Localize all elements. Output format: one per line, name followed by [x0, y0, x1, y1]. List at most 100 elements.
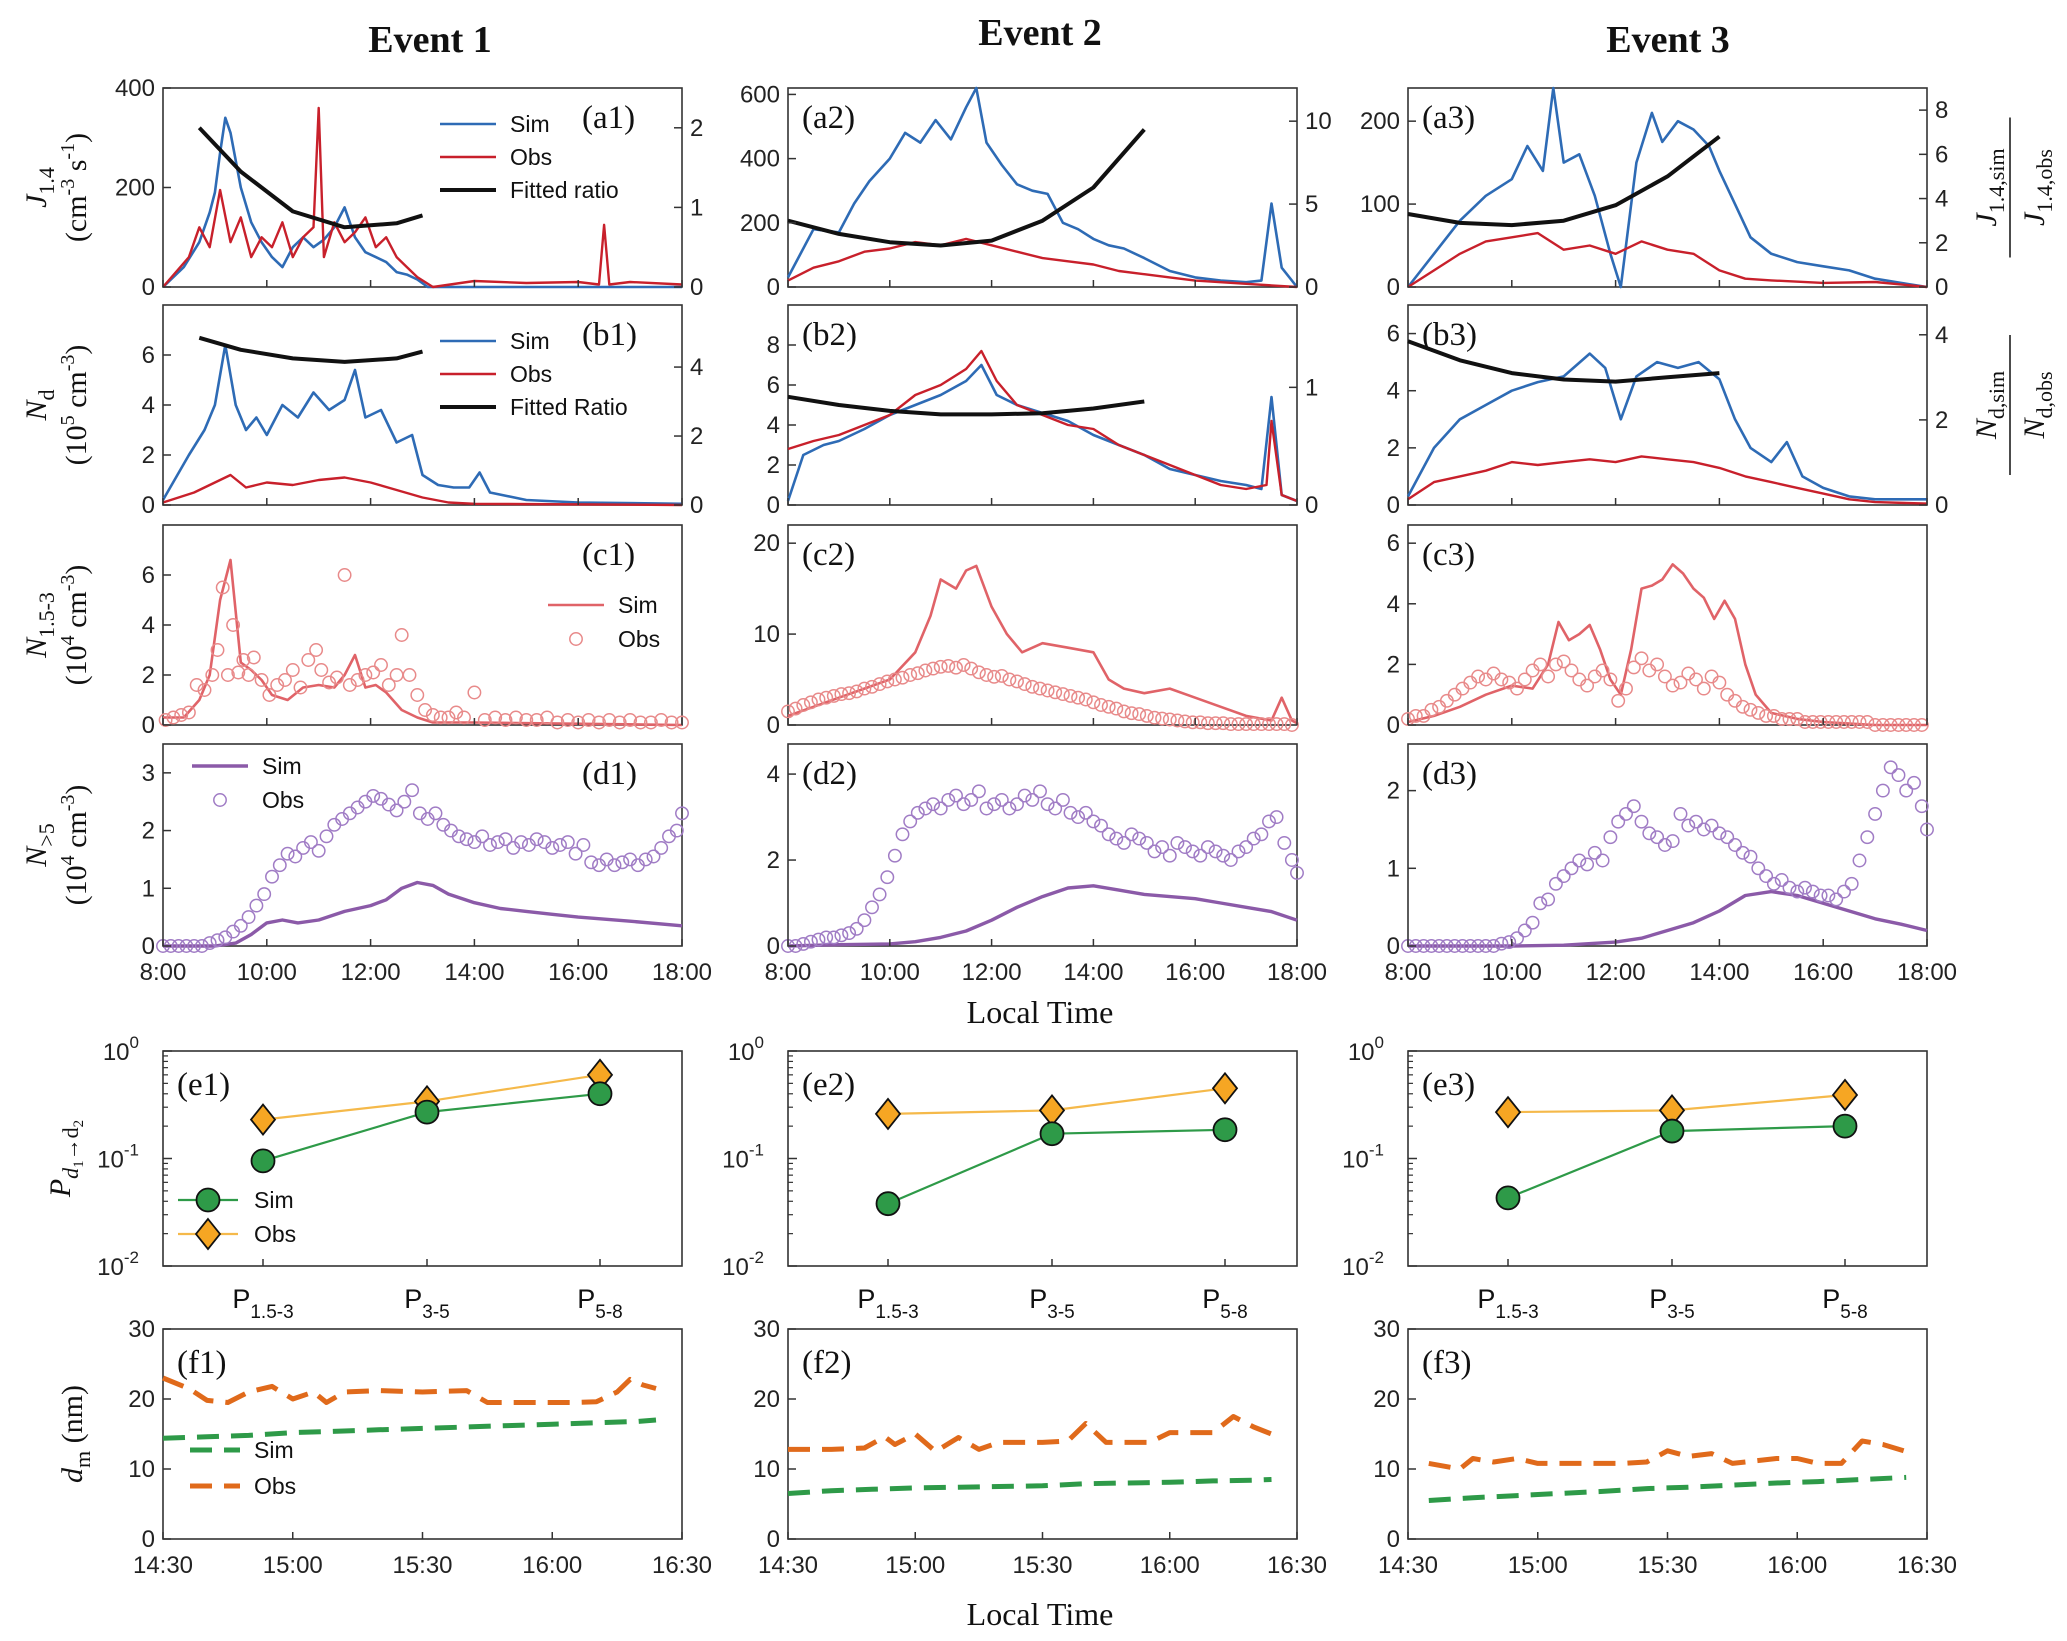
panel-label-f1: (f1): [177, 1345, 226, 1381]
y-axis-unit-c-sup2: -3: [57, 575, 79, 592]
d3-xtick-label-3: 14:00: [1689, 959, 1749, 986]
obs-point-c1-26: [337, 568, 352, 582]
obs-point-d1-3: [179, 939, 194, 953]
series-obs-line-a3: [1407, 231, 1928, 289]
obs-point-d3-29: [1626, 799, 1641, 814]
panel-frame-c2: [787, 524, 1298, 726]
e2-category-p-2: P: [1202, 1284, 1220, 1314]
f3-ytick-label-1: 10: [1373, 1456, 1400, 1483]
obs-point-c2-39: [1078, 692, 1093, 707]
obs-point-d3-13: [1502, 935, 1517, 950]
obs-point-c1-20: [293, 680, 308, 695]
obs-point-d2-4: [811, 932, 826, 947]
e1-ytick-exp-0: 0: [130, 1033, 139, 1052]
y-axis-title-c: N1.5-3(104 cm-3): [20, 565, 93, 686]
obs-point-c3-44: [1743, 702, 1758, 717]
obs-point-c2-50: [1162, 712, 1177, 727]
plot-area: J1.4(cm-3 s-1)J1.4,simJ1.4,obs0200400012…: [20, 75, 2057, 1579]
e3-category-1: P3-5: [1649, 1284, 1694, 1323]
obs-point-d3-3: [1424, 939, 1439, 953]
obs-point-c2-63: [1262, 717, 1276, 732]
obs-point-d3-7: [1455, 939, 1470, 953]
panel-d1: 0 1 2 3 8:00 10:00 12:00 14:00 16:00 18:00 (d1): [140, 743, 712, 986]
f3-xtick-label-0: 14:30: [1378, 1552, 1438, 1579]
f2-ytick-label-1: 10: [753, 1456, 780, 1483]
y-axis-unit-b-sup1: 5: [57, 415, 79, 425]
panel-frame-b3: [1407, 304, 1928, 506]
obs-point-c2-35: [1048, 685, 1063, 700]
legend-label-a-0: Sim: [510, 111, 550, 137]
obs-point-c2-65: [1277, 717, 1292, 732]
series-fitted-ratio-a1: [197, 126, 424, 230]
obs-point-d3-51: [1798, 880, 1812, 895]
obs-point-c2-34: [1040, 683, 1055, 698]
a2-ytick-label-2: 400: [740, 146, 780, 173]
obs-point-d3-63: [1891, 768, 1906, 783]
obs-point-c1-11: [231, 665, 246, 680]
obs-point-d1-44: [498, 832, 513, 847]
y-axis-unit-a-sup2: -1: [57, 143, 79, 160]
obs-point-d2-15: [895, 827, 910, 842]
e2-category-sub-1: 3-5: [1047, 1302, 1074, 1323]
obs-point-c2-3: [803, 695, 818, 710]
obs-point-c1-10: [226, 618, 241, 632]
panel-label-b3: (b3): [1422, 317, 1477, 353]
obs-point-c3-35: [1673, 675, 1688, 690]
obs-point-d3-67: [1920, 822, 1934, 837]
e2-category-p-1: P: [1029, 1284, 1047, 1314]
obs-point-c2-18: [918, 663, 933, 678]
obs-point-c2-52: [1178, 714, 1192, 729]
obs-point-d2-40: [1086, 814, 1101, 829]
y-axis-unit-c-a: (10: [60, 645, 93, 685]
d3-xtick-label-5: 18:00: [1897, 959, 1957, 986]
obs-point-c1-62: [664, 715, 679, 730]
col-title-event3: Event 3: [1606, 19, 1730, 61]
obs-point-c2-15: [895, 670, 910, 685]
obs-point-c1-48: [519, 713, 534, 727]
obs-point-c3-6: [1447, 687, 1462, 702]
obs-point-d1-46: [514, 835, 529, 850]
y-axis-unit-a-a: (cm: [60, 195, 93, 242]
a1-ytick-label-2: 400: [115, 75, 155, 102]
e2-ytick-base-0: 10: [728, 1039, 755, 1066]
obs-point-d1-13: [257, 887, 272, 902]
obs-point-d3-14: [1510, 931, 1524, 946]
y-axis-subscript-d: >5: [34, 823, 59, 846]
obs-point-d3-40: [1712, 826, 1727, 841]
sim-marker-e2-1: [1039, 1121, 1065, 1147]
series-obs-line-a2: [787, 237, 1298, 289]
y2-num-sub-a: 1.4,sim: [1984, 148, 2009, 213]
panel-label-e1: (e1): [177, 1067, 230, 1103]
obs-point-d3-16: [1525, 915, 1540, 930]
series-obs-line-b2: [787, 349, 1298, 503]
obs-marker-e2-1: [1038, 1093, 1066, 1127]
panel-f3: 0 10 20 30 14:30 15:00 15:30 16:00 16:30 (f3): [1373, 1316, 1957, 1579]
obs-point-c1-44: [477, 713, 492, 727]
a2-y2tick-label-2: 10: [1305, 108, 1332, 135]
d1-xtick-label-0: 8:00: [140, 959, 187, 986]
a3-ytick-label-2: 200: [1360, 108, 1400, 135]
e3-category-sub-0: 1.5-3: [1495, 1302, 1538, 1323]
obs-point-d2-23: [956, 797, 971, 812]
obs-point-d3-26: [1603, 830, 1618, 845]
sim-marker-e1-0: [250, 1148, 276, 1174]
obs-point-d3-62: [1883, 760, 1898, 775]
y-axis-e-sub1: d: [58, 1167, 83, 1179]
obs-point-d1-53: [568, 846, 583, 861]
y2-den-sub-a: 1.4,obs: [2032, 149, 2057, 213]
y-axis-title-a-line1: J1.4: [20, 167, 59, 208]
obs-point-c1-52: [560, 713, 575, 727]
d1-xtick-label-4: 16:00: [548, 959, 608, 986]
obs-point-c1-46: [498, 713, 513, 727]
obs-point-c1-7: [210, 643, 225, 657]
obs-point-c3-53: [1813, 715, 1828, 729]
obs-point-d2-48: [1147, 844, 1162, 859]
obs-point-c3-46: [1759, 708, 1774, 723]
e2-ytick-label-1: 10-1: [722, 1141, 764, 1174]
obs-point-c2-2: [796, 698, 811, 712]
obs-point-c3-52: [1805, 715, 1820, 729]
legend-label-a-1: Obs: [510, 144, 552, 170]
obs-point-c1-34: [394, 628, 409, 642]
obs-point-c2-48: [1147, 710, 1162, 725]
